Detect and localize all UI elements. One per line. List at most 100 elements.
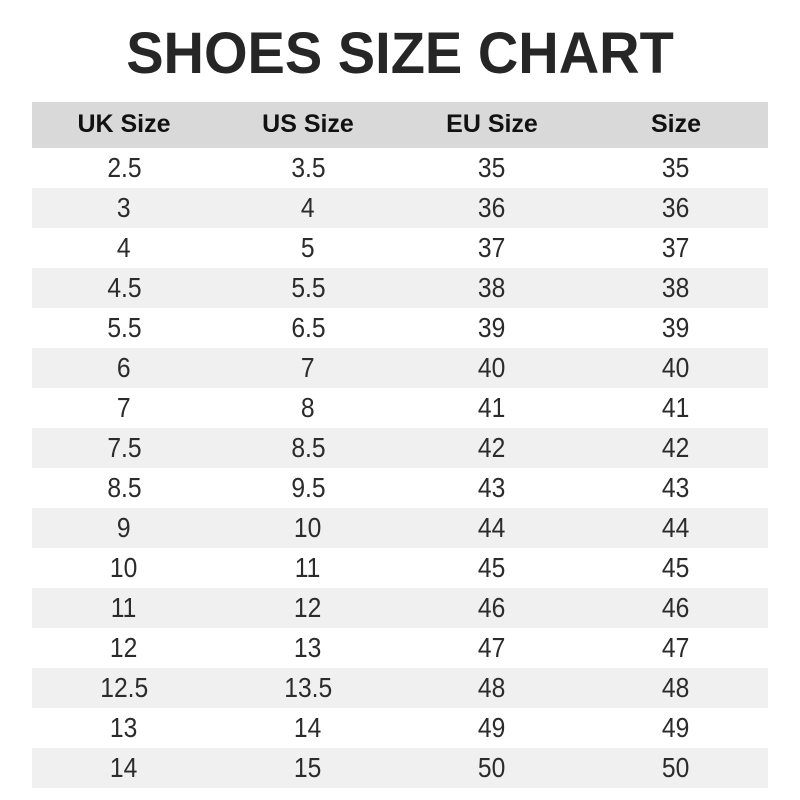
cell-value: 39 bbox=[662, 311, 690, 343]
table-header-row: UK Size US Size EU Size Size bbox=[32, 101, 768, 148]
cell-value: 14 bbox=[294, 711, 322, 743]
cell-value: 46 bbox=[478, 591, 506, 623]
cell-value: 37 bbox=[478, 231, 506, 263]
cell-us-size: 15 bbox=[216, 748, 400, 788]
cell-value: 39 bbox=[478, 311, 506, 343]
cell-value: 7 bbox=[117, 391, 131, 423]
cell-us-size: 8.5 bbox=[216, 428, 400, 468]
cell-us-size: 8 bbox=[216, 388, 400, 428]
cell-eu-size: 49 bbox=[400, 708, 584, 748]
table-row: 9 10 44 44 bbox=[32, 507, 768, 548]
cell-value: 5.5 bbox=[106, 311, 142, 343]
page: SHOES SIZE CHART UK Size US Size EU Size… bbox=[0, 19, 800, 800]
cell-value: 15 bbox=[294, 751, 322, 783]
table-row: 3 4 36 36 bbox=[32, 187, 768, 228]
cell-uk-size: 3 bbox=[32, 188, 216, 228]
cell-value: 47 bbox=[478, 631, 506, 663]
cell-value: 14 bbox=[110, 751, 138, 783]
cell-uk-size: 14 bbox=[32, 748, 216, 788]
cell-size: 43 bbox=[584, 468, 768, 508]
cell-value: 42 bbox=[662, 431, 690, 463]
cell-eu-size: 45 bbox=[400, 548, 584, 588]
cell-uk-size: 4 bbox=[32, 228, 216, 268]
cell-value: 36 bbox=[662, 191, 690, 223]
cell-eu-size: 48 bbox=[400, 668, 584, 708]
cell-uk-size: 10 bbox=[32, 548, 216, 588]
cell-value: 11 bbox=[295, 551, 321, 583]
cell-value: 13 bbox=[294, 631, 322, 663]
table-row: 12 13 47 47 bbox=[32, 627, 768, 668]
column-header-us-size: US Size bbox=[262, 110, 354, 139]
cell-eu-size: 47 bbox=[400, 628, 584, 668]
cell-size: 50 bbox=[584, 748, 768, 788]
cell-value: 49 bbox=[662, 711, 690, 743]
table-row: 13 14 49 49 bbox=[32, 707, 768, 748]
cell-value: 12 bbox=[110, 631, 138, 663]
cell-us-size: 10 bbox=[216, 508, 400, 548]
table-row: 4 5 37 37 bbox=[32, 227, 768, 268]
cell-size: 44 bbox=[584, 508, 768, 548]
cell-us-size: 11 bbox=[216, 548, 400, 588]
cell-value: 38 bbox=[662, 271, 690, 303]
cell-value: 38 bbox=[478, 271, 506, 303]
cell-value: 42 bbox=[478, 431, 506, 463]
cell-eu-size: 43 bbox=[400, 468, 584, 508]
cell-us-size: 6.5 bbox=[216, 308, 400, 348]
table-row: 5.5 6.5 39 39 bbox=[32, 307, 768, 348]
table-row: 11 12 46 46 bbox=[32, 587, 768, 628]
cell-value: 40 bbox=[662, 351, 690, 383]
cell-size: 42 bbox=[584, 428, 768, 468]
cell-us-size: 5.5 bbox=[216, 268, 400, 308]
table-row: 6 7 40 40 bbox=[32, 347, 768, 388]
table-row: 12.5 13.5 48 48 bbox=[32, 667, 768, 708]
cell-value: 3 bbox=[117, 191, 131, 223]
cell-eu-size: 36 bbox=[400, 188, 584, 228]
column-header-eu-size: EU Size bbox=[446, 110, 538, 139]
cell-value: 8.5 bbox=[106, 471, 142, 503]
table-row: 8.5 9.5 43 43 bbox=[32, 467, 768, 508]
cell-eu-size: 38 bbox=[400, 268, 584, 308]
cell-eu-size: 41 bbox=[400, 388, 584, 428]
cell-value: 45 bbox=[478, 551, 506, 583]
cell-value: 35 bbox=[662, 151, 690, 183]
cell-uk-size: 7 bbox=[32, 388, 216, 428]
column-header-size: Size bbox=[650, 110, 702, 139]
cell-value: 6.5 bbox=[290, 311, 326, 343]
table-row: 10 11 45 45 bbox=[32, 547, 768, 588]
cell-value: 5 bbox=[301, 231, 315, 263]
cell-eu-size: 40 bbox=[400, 348, 584, 388]
cell-value: 11 bbox=[111, 591, 137, 623]
cell-us-size: 13.5 bbox=[216, 668, 400, 708]
cell-value: 41 bbox=[662, 391, 690, 423]
cell-uk-size: 6 bbox=[32, 348, 216, 388]
cell-size: 37 bbox=[584, 228, 768, 268]
cell-value: 41 bbox=[478, 391, 506, 423]
cell-eu-size: 46 bbox=[400, 588, 584, 628]
cell-eu-size: 39 bbox=[400, 308, 584, 348]
cell-eu-size: 35 bbox=[400, 148, 584, 188]
cell-uk-size: 5.5 bbox=[32, 308, 216, 348]
cell-uk-size: 11 bbox=[32, 588, 216, 628]
cell-value: 44 bbox=[478, 511, 506, 543]
cell-us-size: 14 bbox=[216, 708, 400, 748]
cell-size: 46 bbox=[584, 588, 768, 628]
cell-eu-size: 42 bbox=[400, 428, 584, 468]
cell-size: 38 bbox=[584, 268, 768, 308]
cell-value: 12.5 bbox=[100, 671, 148, 703]
cell-value: 5.5 bbox=[290, 271, 326, 303]
cell-value: 43 bbox=[662, 471, 690, 503]
column-header-uk-size: UK Size bbox=[77, 110, 171, 139]
cell-eu-size: 50 bbox=[400, 748, 584, 788]
page-title: SHOES SIZE CHART bbox=[126, 19, 674, 86]
cell-uk-size: 9 bbox=[32, 508, 216, 548]
cell-us-size: 3.5 bbox=[216, 148, 400, 188]
cell-size: 48 bbox=[584, 668, 768, 708]
cell-size: 41 bbox=[584, 388, 768, 428]
cell-value: 6 bbox=[117, 351, 131, 383]
cell-value: 8 bbox=[301, 391, 315, 423]
size-chart-table: UK Size US Size EU Size Size 2.5 3.5 35 bbox=[32, 101, 768, 788]
cell-value: 40 bbox=[478, 351, 506, 383]
cell-size: 45 bbox=[584, 548, 768, 588]
cell-size: 40 bbox=[584, 348, 768, 388]
cell-value: 48 bbox=[478, 671, 506, 703]
